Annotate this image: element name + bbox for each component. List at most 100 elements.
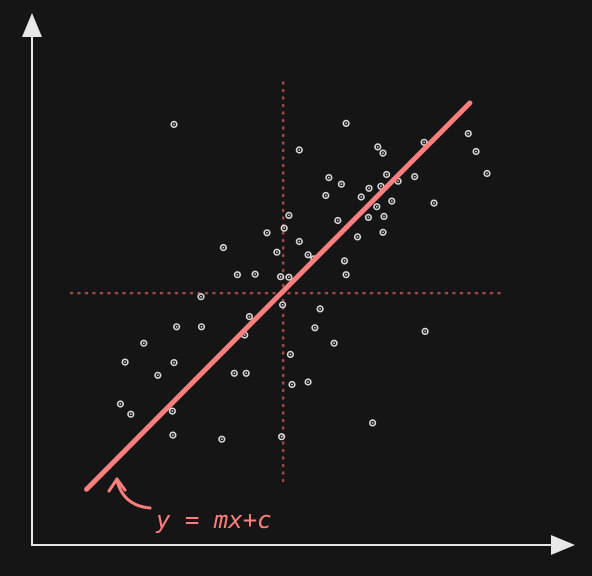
- data-point-25: [285, 211, 293, 219]
- data-point-43: [316, 305, 324, 313]
- data-point-10: [325, 174, 333, 182]
- reference-lines: [69, 81, 504, 489]
- data-point-65: [278, 433, 286, 441]
- data-point-center-55: [173, 361, 175, 364]
- data-point-center-60: [119, 403, 122, 405]
- data-point-6: [420, 138, 428, 146]
- data-point-11: [337, 180, 346, 188]
- data-point-32: [273, 248, 281, 256]
- data-point-22: [334, 216, 342, 225]
- data-point-center-57: [245, 372, 248, 375]
- regression-line: [84, 100, 473, 492]
- data-point-62: [168, 407, 176, 415]
- data-point-center-54: [156, 374, 159, 377]
- data-point-center-64: [220, 438, 223, 441]
- data-point-center-12: [368, 187, 370, 190]
- data-point-center-29: [356, 236, 359, 238]
- data-point-52: [286, 350, 295, 359]
- data-point-1: [170, 120, 178, 128]
- data-point-center-9: [486, 172, 488, 175]
- data-point-47: [311, 324, 319, 332]
- data-point-center-3: [345, 122, 347, 125]
- data-point-48: [421, 327, 429, 336]
- data-point-center-47: [314, 326, 316, 329]
- data-point-center-25: [288, 214, 290, 217]
- data-point-57: [242, 369, 250, 377]
- data-point-27: [280, 224, 288, 232]
- data-point-center-24: [383, 215, 385, 218]
- data-point-center-6: [423, 141, 425, 144]
- data-point-center-48: [424, 330, 426, 333]
- data-point-37: [251, 270, 259, 278]
- axes: [22, 13, 575, 555]
- data-point-center-15: [397, 180, 399, 183]
- data-point-center-18: [360, 196, 363, 198]
- data-point-center-59: [307, 381, 309, 383]
- data-point-center-56: [233, 372, 236, 375]
- data-point-center-45: [175, 325, 178, 328]
- data-point-40: [342, 271, 350, 279]
- data-point-center-7: [467, 132, 470, 135]
- data-point-center-53: [124, 361, 126, 363]
- data-point-35: [340, 257, 349, 265]
- data-point-center-52: [289, 353, 292, 356]
- data-point-2: [295, 146, 303, 154]
- data-point-20: [373, 203, 381, 211]
- data-point-45: [173, 323, 181, 331]
- data-point-center-33: [307, 253, 309, 256]
- data-point-center-19: [390, 200, 393, 203]
- equation-label: y = mx+c: [155, 506, 272, 534]
- data-point-66: [369, 419, 377, 427]
- data-point-42: [279, 301, 287, 309]
- data-point-60: [116, 400, 124, 408]
- data-point-8: [472, 147, 480, 156]
- data-point-center-11: [340, 183, 343, 186]
- data-point-center-50: [142, 342, 145, 345]
- data-point-33: [304, 251, 312, 259]
- data-point-46: [197, 323, 206, 331]
- data-point-center-61: [129, 413, 132, 416]
- data-point-center-1: [173, 123, 175, 126]
- data-point-center-10: [328, 176, 330, 179]
- data-point-21: [430, 199, 438, 207]
- data-point-center-51: [333, 342, 335, 345]
- data-point-center-13: [380, 185, 382, 188]
- data-point-center-26: [266, 231, 268, 234]
- data-point-51: [330, 339, 338, 347]
- data-point-center-66: [371, 422, 374, 424]
- data-point-center-42: [281, 303, 284, 306]
- data-point-center-58: [291, 383, 293, 386]
- data-point-center-2: [298, 149, 301, 151]
- data-point-12: [365, 184, 373, 192]
- data-point-center-5: [382, 152, 384, 155]
- data-point-58: [288, 380, 296, 389]
- data-point-16: [411, 173, 419, 181]
- data-point-31: [219, 244, 227, 252]
- data-point-61: [127, 410, 135, 418]
- data-point-center-30: [382, 231, 384, 234]
- data-point-55: [170, 359, 178, 367]
- data-point-center-32: [276, 251, 278, 254]
- data-point-center-40: [345, 273, 347, 276]
- data-point-7: [464, 130, 472, 138]
- data-point-center-43: [319, 308, 321, 310]
- data-point-center-14: [385, 173, 388, 176]
- data-point-center-49: [243, 334, 246, 336]
- data-point-center-36: [236, 273, 239, 276]
- data-point-center-37: [254, 273, 256, 276]
- annotation-arrow-icon: [115, 479, 152, 510]
- data-point-center-27: [283, 227, 286, 230]
- data-point-center-44: [248, 315, 251, 318]
- data-point-center-22: [336, 219, 339, 222]
- data-point-29: [353, 233, 362, 241]
- data-point-41: [197, 293, 205, 301]
- data-point-59: [304, 378, 312, 386]
- data-point-17: [322, 191, 330, 200]
- data-point-center-41: [200, 295, 202, 298]
- y-axis-arrow-icon: [22, 13, 42, 37]
- data-point-24: [380, 212, 388, 220]
- data-point-39: [285, 273, 293, 281]
- data-point-9: [483, 169, 491, 178]
- data-point-center-62: [171, 410, 174, 412]
